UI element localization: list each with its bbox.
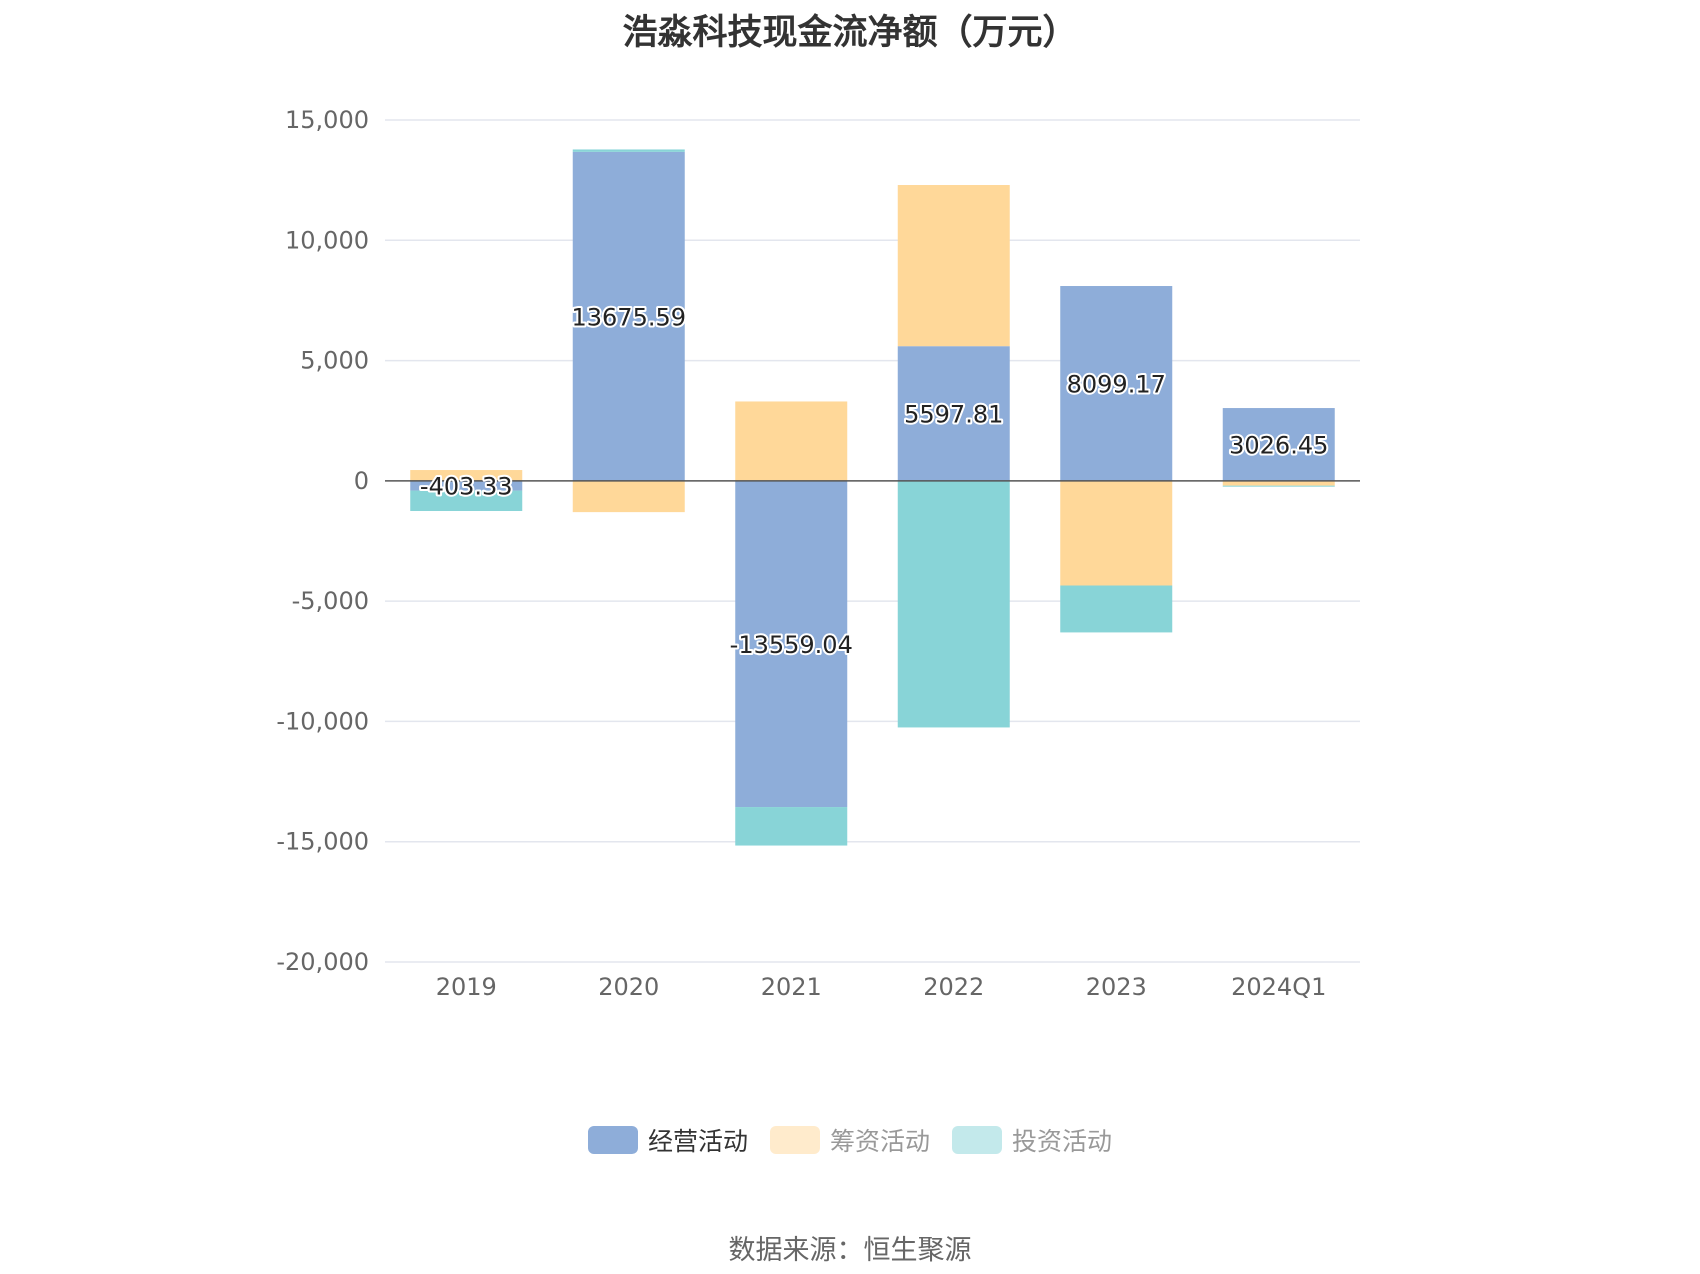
bar-operating [572, 151, 685, 481]
y-tick-label: 15,000 [285, 106, 369, 134]
bar-investing [735, 807, 848, 846]
bar-financing [735, 401, 848, 481]
bar-financing [1060, 480, 1173, 586]
x-tick-label: 2023 [1086, 973, 1147, 1001]
x-tick-label: 2022 [923, 973, 984, 1001]
data-label: 13675.59 [571, 303, 686, 331]
bar-investing [1222, 485, 1335, 487]
legend-item-investing[interactable]: 投资活动 [952, 1122, 1112, 1158]
y-tick-label: -20,000 [276, 948, 369, 976]
legend-item-operating[interactable]: 经营活动 [587, 1122, 748, 1158]
chart-legend: 经营活动 筹资活动 投资活动 [0, 1122, 1700, 1158]
bar-investing [410, 490, 523, 512]
data-label: 5597.81 [904, 401, 1003, 429]
data-label: -403.33 [420, 473, 513, 501]
bar-investing [572, 149, 685, 152]
y-tick-label: 10,000 [285, 226, 369, 254]
y-tick-label: -5,000 [292, 587, 369, 615]
y-tick-label: -15,000 [276, 828, 369, 856]
bar-financing [572, 480, 685, 513]
chart-title: 浩淼科技现金流净额（万元） [622, 13, 1078, 53]
y-tick-label: -10,000 [276, 707, 369, 735]
bar-financing [897, 185, 1010, 347]
bar-financing [1222, 480, 1335, 486]
legend-label: 经营活动 [647, 1127, 748, 1156]
bar-operating [1222, 408, 1335, 481]
x-tick-label: 2021 [761, 973, 822, 1001]
legend-label: 投资活动 [1012, 1127, 1113, 1156]
source-note: 数据来源：恒生聚源 [728, 1235, 972, 1266]
bar-operating [735, 480, 848, 808]
legend-label: 筹资活动 [829, 1127, 930, 1156]
legend-swatch [587, 1126, 638, 1154]
bar-operating [410, 480, 523, 491]
x-tick-label: 2019 [436, 973, 497, 1001]
bar-operating [897, 346, 1010, 481]
x-tick-label: 2024Q1 [1231, 973, 1326, 1001]
bar-operating [1060, 286, 1173, 481]
bar-financing [410, 470, 523, 481]
legend-item-financing[interactable]: 筹资活动 [769, 1122, 930, 1158]
legend-swatch [952, 1126, 1002, 1154]
y-tick-label: 5,000 [300, 347, 369, 375]
legend-swatch [769, 1126, 820, 1154]
bar-investing [897, 480, 1010, 728]
y-tick-label: 0 [354, 467, 369, 495]
bar-investing [1060, 585, 1173, 633]
data-label: 3026.45 [1229, 431, 1328, 459]
data-label: 8099.17 [1067, 370, 1166, 398]
data-label: -13559.04 [730, 631, 853, 659]
x-tick-label: 2020 [598, 973, 659, 1001]
